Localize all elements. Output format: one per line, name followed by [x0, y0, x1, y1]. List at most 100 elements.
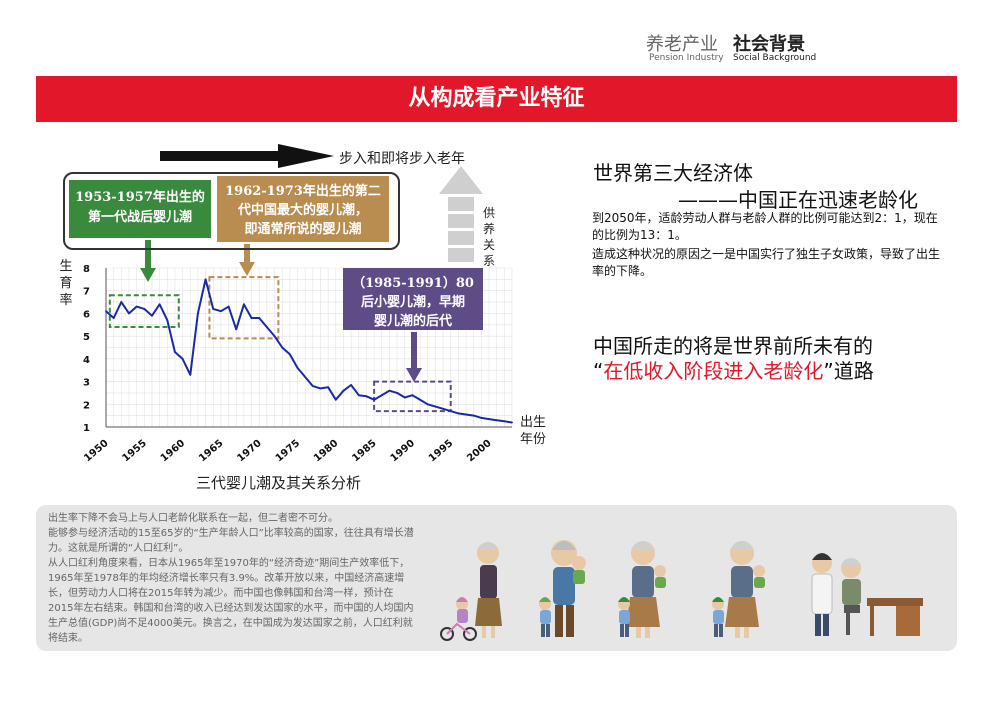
birth-rate-point	[281, 346, 284, 349]
birth-rate-point	[380, 394, 383, 397]
birth-rate-point	[334, 398, 337, 401]
birth-rate-point	[419, 398, 421, 401]
birth-rate-point	[143, 307, 146, 310]
generation-3-arrowhead	[406, 368, 422, 382]
header-category-en: Pension Industry	[649, 53, 724, 63]
y-tick-label: 6	[83, 309, 90, 320]
timeline-arrow-head	[278, 144, 334, 168]
birth-rate-series-line	[105, 278, 513, 424]
small-boy-figure	[539, 597, 551, 637]
timeline-arrow-shaft	[160, 151, 280, 161]
grandmother-figure	[475, 542, 502, 638]
birth-rate-point	[495, 419, 498, 422]
birth-rate-point	[158, 303, 161, 306]
baby-boom-highlight-2	[208, 276, 280, 340]
birth-rate-point	[258, 317, 261, 319]
birth-rate-point	[212, 307, 215, 310]
grandmother-3-figure	[725, 541, 759, 638]
support-arrow-bar	[448, 197, 474, 211]
path-heading-line1: 中国所走的将是世界前所未有的	[593, 334, 873, 358]
birth-rate-point	[166, 319, 169, 322]
toddler-figure	[572, 556, 586, 584]
ratio-paragraph: 到2050年，适龄劳动人群与老龄人群的比例可能达到2：1，现在的比例为13：1。	[592, 211, 938, 242]
kid-2-figure	[712, 597, 724, 637]
birth-rate-point	[189, 373, 192, 376]
baby-boom-highlight-3	[373, 380, 452, 413]
generation-3-connector	[411, 332, 417, 370]
birth-rate-point	[365, 395, 368, 398]
grandmother-2-figure	[626, 541, 660, 638]
header-section: 社会背景	[733, 34, 805, 55]
info-paragraph-1: 出生率下降不会马上与人口老龄化联系在一起，但二者密不可分。	[48, 513, 338, 524]
aging-subheading: ———中国正在迅速老龄化	[678, 188, 918, 212]
doctor-figure	[811, 553, 833, 636]
timeline-arrow-label: 步入和即将步入老年	[339, 151, 465, 167]
birth-rate-point	[396, 392, 398, 394]
desk-figure	[867, 598, 923, 636]
support-arrow-head	[439, 166, 483, 194]
title-banner: 从构成看产业特征	[36, 76, 957, 122]
birth-rate-point	[426, 403, 429, 406]
birth-rate-point	[235, 328, 238, 331]
support-arrow-bar	[448, 248, 474, 262]
y-tick-label: 5	[83, 332, 90, 343]
y-tick-label: 3	[83, 378, 90, 389]
generation-2-line: 代中国最大的婴儿潮，	[237, 203, 368, 218]
birth-rate-point	[457, 412, 460, 415]
path-heading-line2: “在低收入阶段进入老龄化”道路	[593, 355, 874, 384]
birth-rate-point	[488, 418, 490, 420]
policy-paragraph: 造成这种状况的原因之一是中国实行了独生子女政策，导致了出生率的下降。	[592, 247, 941, 278]
birth-rate-point	[250, 317, 253, 319]
birth-rate-point	[197, 312, 199, 315]
generation-1-connector	[145, 240, 151, 270]
y-axis-label: 生育率	[59, 259, 73, 308]
birth-rate-point	[151, 314, 153, 317]
y-tick-label: 4	[83, 355, 90, 366]
generation-1-line: 1953-1957年出生的	[75, 190, 205, 205]
birth-rate-point	[311, 385, 314, 388]
x-axis-label: 出生年份	[519, 415, 546, 447]
header-section-en: Social Background	[733, 53, 817, 63]
generation-2-line: 1962-1973年出生的第二	[225, 184, 381, 199]
support-arrow-bar	[448, 214, 474, 228]
child-tricycle-figure	[440, 597, 477, 641]
birth-rate-point	[105, 310, 107, 313]
baby-figure	[654, 565, 666, 588]
y-tick-label: 2	[83, 400, 90, 411]
birth-rate-point	[288, 353, 291, 356]
birth-rate-point	[357, 394, 360, 397]
birth-rate-point	[411, 394, 414, 397]
baby-2-figure	[753, 565, 765, 588]
y-tick-label: 1	[83, 423, 90, 434]
birth-rate-point	[304, 376, 307, 378]
economy-heading: 世界第三大经济体	[593, 161, 753, 185]
birth-rate-point	[120, 301, 123, 303]
kid-green-hat-figure	[618, 597, 630, 637]
grandfather-figure	[551, 540, 577, 637]
birth-rate-point	[480, 417, 483, 419]
path-highlight: 在低收入阶段进入老龄化	[603, 359, 824, 383]
support-arrow-bar	[448, 231, 474, 245]
generation-3-box: （1985-1991）80 后小婴儿潮，早期 婴儿潮的后代	[343, 268, 483, 330]
birth-rate-point	[449, 410, 452, 412]
generation-3-line: 婴儿潮的后代	[373, 314, 452, 329]
birth-rate-point	[181, 357, 184, 360]
generation-1-arrowhead	[140, 268, 156, 282]
baby-boom-highlight-1	[108, 294, 180, 329]
birth-rate-point	[403, 396, 406, 399]
generation-2-arrowhead	[239, 262, 255, 276]
generation-2-line: 即通常所说的婴儿潮	[244, 222, 362, 237]
patient-figure	[841, 558, 861, 635]
birth-rate-point	[135, 305, 138, 308]
birth-rate-point	[373, 398, 376, 401]
birth-rate-point	[350, 384, 353, 386]
birth-rate-point	[319, 387, 322, 390]
birth-rate-point	[204, 278, 207, 281]
y-tick-label: 8	[83, 264, 90, 275]
page-title: 从构成看产业特征	[408, 86, 585, 111]
birth-rate-point	[342, 389, 345, 392]
generation-3-line: 后小婴儿潮，早期	[360, 295, 465, 310]
header-category: 养老产业	[646, 34, 718, 55]
